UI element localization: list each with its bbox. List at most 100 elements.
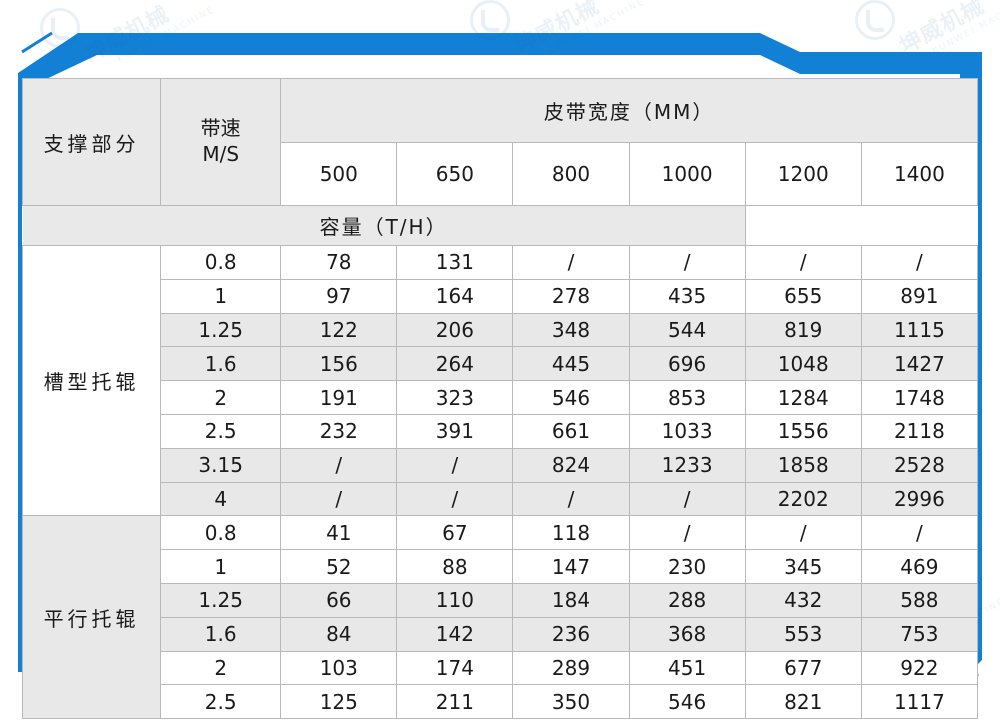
header-width-1400: 1400 (860, 141, 979, 206)
capacity-cell-w650: 131 (396, 245, 514, 280)
capacity-cell-w1200: / (744, 515, 862, 551)
capacity-cell-w1200: 432 (744, 582, 862, 618)
corner-accent-top-left (21, 31, 53, 54)
capacity-cell-w1400: 2528 (860, 447, 979, 483)
capacity-cell-w650: 174 (396, 650, 514, 686)
capacity-cell-w650: 142 (396, 616, 514, 652)
capacity-cell-w650: 164 (396, 278, 514, 314)
table-row: 平行托辊 0.8 41 67 118// / (21, 515, 979, 720)
capacity-cell-w800: 236 (512, 616, 630, 652)
capacity-cell-w1200: 553 (744, 616, 862, 652)
capacity-cell-w1400: / (860, 245, 979, 280)
capacity-cell-w1000: 368 (628, 616, 746, 652)
capacity-cell-w1400: 2996 (860, 481, 979, 517)
capacity-cell-w1000: 230 (628, 549, 746, 584)
capacity-cell-w500: / (280, 447, 398, 483)
capacity-cell-w1000: 853 (628, 380, 746, 415)
header-width-1000: 1000 (628, 141, 746, 206)
capacity-cell-w1000: 1033 (628, 413, 746, 449)
capacity-cell-w1000: 451 (628, 650, 746, 686)
table-header: 支撑部分 带速 M/S 皮带宽度（MM） 500 650 800 1000 12… (21, 78, 979, 246)
capacity-cell-w500: 66 (280, 582, 398, 618)
table-row: 槽型托辊 0.8 78 131// / / (21, 244, 979, 517)
capacity-cell-w500: 78 (280, 245, 398, 280)
header-row-capacity: 容量（T/H） (22, 205, 978, 246)
capacity-cell-w800: 350 (512, 684, 630, 720)
capacity-cell-w800: 184 (512, 582, 630, 618)
capacity-cell-w800: 348 (512, 312, 630, 348)
capacity-cell-w1000: 544 (628, 312, 746, 348)
capacity-cell-w650: 88 (396, 549, 514, 584)
table-body: 槽型托辊 0.8 78 131// //1 97 164 278 435 655 891 1.25 12… (21, 244, 979, 720)
speed-cell: 1 (160, 549, 282, 584)
capacity-cell-w500: 97 (280, 278, 398, 314)
speed-cell: 1.25 (160, 582, 282, 618)
capacity-cell-w500: 41 (280, 515, 398, 551)
capacity-cell-w1400: 753 (860, 616, 979, 652)
group-label-0: 槽型托辊 (21, 244, 162, 517)
capacity-cell-w500: 191 (280, 380, 398, 415)
capacity-cell-w500: / (280, 481, 398, 517)
capacity-cell-w500: 52 (280, 549, 398, 584)
capacity-cell-w650: 206 (396, 312, 514, 348)
capacity-cell-w500: 84 (280, 616, 398, 652)
group-label-1: 平行托辊 (21, 515, 162, 720)
capacity-cell-w1400: 891 (860, 278, 979, 314)
table-row: 1.6 84 142 236 368 553 753 (23, 616, 979, 652)
capacity-cell-w1400: 1115 (860, 312, 979, 348)
spec-table-container: 支撑部分 带速 M/S 皮带宽度（MM） 500 650 800 1000 12… (21, 78, 979, 720)
speed-cell: 3.15 (160, 447, 282, 483)
capacity-cell-w1200: 1284 (744, 380, 862, 415)
capacity-cell-w800: / (512, 481, 630, 517)
capacity-cell-w1200: 655 (744, 278, 862, 314)
capacity-cell-w500: 232 (280, 413, 398, 449)
capacity-cell-w1000: / (628, 515, 746, 551)
header-belt-width-title: 皮带宽度（MM） (280, 78, 978, 143)
capacity-cell-w800: 278 (512, 278, 630, 314)
capacity-cell-w650: 211 (396, 684, 514, 720)
capacity-cell-w650: 110 (396, 582, 514, 618)
capacity-cell-w1400: 588 (860, 582, 979, 618)
header-width-500: 500 (280, 141, 398, 206)
speed-cell: 2 (160, 380, 282, 415)
header-width-800: 800 (512, 141, 630, 206)
capacity-cell-w1200: 1858 (744, 447, 862, 483)
capacity-cell-w1200: 821 (744, 684, 862, 720)
header-row-belt-width: 支撑部分 带速 M/S 皮带宽度（MM） (21, 78, 978, 206)
speed-cell: 2 (160, 650, 282, 686)
conveyor-capacity-table: 支撑部分 带速 M/S 皮带宽度（MM） 500 650 800 1000 12… (21, 78, 979, 720)
header-width-1200: 1200 (744, 141, 862, 206)
table-row: 2 103 174 289 451 677 922 (23, 650, 979, 686)
table-row: 2 191 323 546 853 1284 1748 (23, 380, 979, 415)
capacity-cell-w1400: 1427 (860, 346, 979, 382)
speed-cell: 1.6 (160, 616, 282, 652)
capacity-cell-w800: 289 (512, 650, 630, 686)
speed-cell: 1 (160, 278, 282, 314)
capacity-cell-w1200: / (744, 245, 862, 280)
capacity-cell-w1000: 435 (628, 278, 746, 314)
table-row: 3.15//824 1233 1858 2528 (23, 447, 979, 483)
capacity-cell-w1200: 345 (744, 549, 862, 584)
capacity-cell-w650: 323 (396, 380, 514, 415)
capacity-cell-w1400: 1748 (860, 380, 979, 415)
capacity-cell-w1000: 696 (628, 346, 746, 382)
capacity-cell-w500: 122 (280, 312, 398, 348)
capacity-cell-w1200: 1048 (744, 346, 862, 382)
capacity-cell-w650: / (396, 481, 514, 517)
capacity-cell-w1400: 2118 (860, 413, 979, 449)
speed-cell: 4 (160, 481, 282, 517)
capacity-cell-w500: 125 (280, 684, 398, 720)
capacity-cell-w1000: / (628, 481, 746, 517)
capacity-cell-w1000: 1233 (628, 447, 746, 483)
table-row: 1.6 156 264 445 696 1048 1427 (23, 346, 979, 382)
table-row: 2.5 232 391 661 1033 1556 2118 (23, 413, 979, 449)
capacity-cell-w1200: 677 (744, 650, 862, 686)
capacity-cell-w800: 824 (512, 447, 630, 483)
header-row-width-values: 500 650 800 1000 1200 1400 (23, 141, 979, 206)
capacity-cell-w1000: 546 (628, 684, 746, 720)
capacity-cell-w500: 156 (280, 346, 398, 382)
capacity-cell-w650: / (396, 447, 514, 483)
capacity-cell-w1200: 1556 (744, 413, 862, 449)
capacity-cell-w650: 67 (396, 515, 514, 551)
header-width-650: 650 (396, 141, 514, 206)
